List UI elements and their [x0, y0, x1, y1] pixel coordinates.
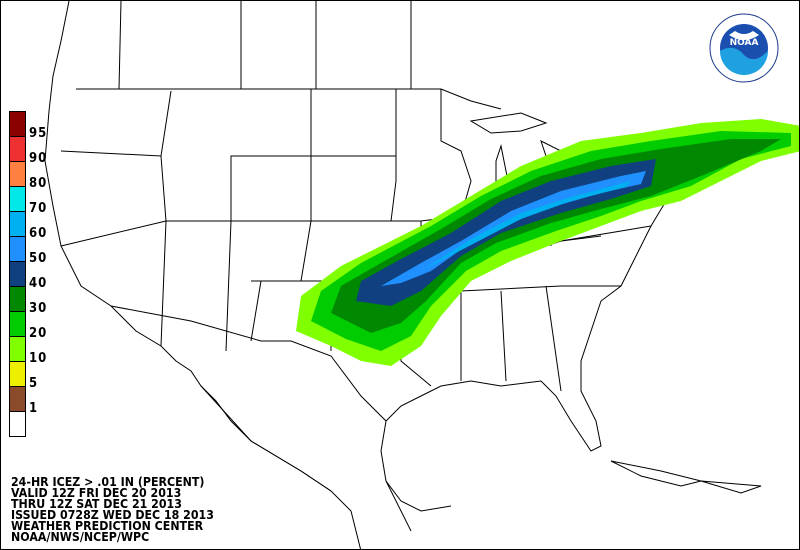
- legend-label: 1: [29, 401, 39, 416]
- legend-swatch: 5: [9, 361, 37, 391]
- legend-label: 60: [29, 226, 48, 241]
- legend-swatch: 80: [9, 161, 46, 191]
- legend-swatch: 60: [9, 211, 46, 241]
- legend-label: 70: [29, 201, 48, 216]
- legend-label: 5: [29, 376, 39, 391]
- legend-swatch: 70: [9, 186, 46, 216]
- legend-swatch: 50: [9, 236, 46, 266]
- valid-time: VALID 12Z FRI DEC 20 2013: [11, 486, 182, 500]
- legend-label: 20: [29, 326, 48, 341]
- noaa-logo: NOAA: [709, 13, 779, 83]
- issued-time: ISSUED 0728Z WED DEC 18 2013: [11, 508, 214, 522]
- legend-swatch: 10: [9, 336, 46, 366]
- ice-probability-contours: [296, 119, 799, 366]
- legend-swatch: 20: [9, 311, 46, 341]
- legend-label: 80: [29, 176, 48, 191]
- product-title: 24-HR ICEZ > .01 IN (PERCENT): [11, 475, 205, 489]
- agency: NOAA/NWS/NCEP/WPC: [11, 530, 150, 544]
- legend-label: 30: [29, 301, 48, 316]
- legend-swatch: 90: [9, 136, 46, 166]
- legend-swatch: 30: [9, 286, 46, 316]
- map-info-text: 24-HR ICEZ > .01 IN (PERCENT) VALID 12Z …: [11, 475, 214, 544]
- legend-label: 40: [29, 276, 48, 291]
- legend-label: 50: [29, 251, 48, 266]
- legend: 95 90 80 70 60 50 40 30 20 10 5 1: [9, 111, 46, 437]
- legend-label: 95: [29, 126, 48, 141]
- legend-swatch: 40: [9, 261, 46, 291]
- legend-label: 90: [29, 151, 48, 166]
- legend-swatch: 95: [9, 111, 46, 141]
- svg-text:NOAA: NOAA: [730, 38, 759, 48]
- legend-swatch: 1: [9, 386, 37, 416]
- legend-swatch: [9, 411, 26, 437]
- legend-label: 10: [29, 351, 48, 366]
- thru-time: THRU 12Z SAT DEC 21 2013: [11, 497, 182, 511]
- center-name: WEATHER PREDICTION CENTER: [11, 519, 204, 533]
